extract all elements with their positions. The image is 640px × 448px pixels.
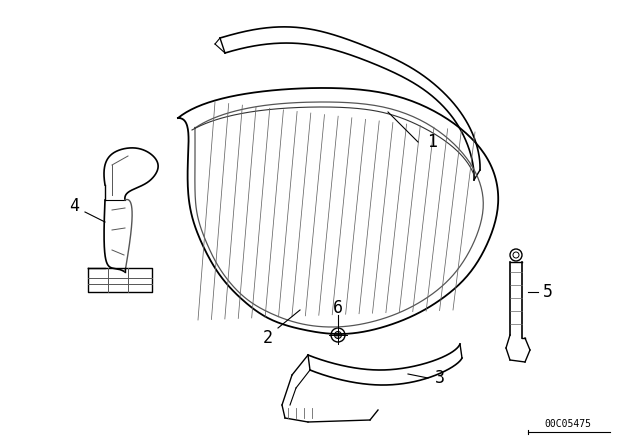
Text: 5: 5 xyxy=(543,283,553,301)
Text: 2: 2 xyxy=(263,329,273,347)
Text: 4: 4 xyxy=(69,197,79,215)
Circle shape xyxy=(335,332,342,339)
Text: 6: 6 xyxy=(333,299,343,317)
Text: 1: 1 xyxy=(427,133,437,151)
Text: 3: 3 xyxy=(435,369,445,387)
Text: 00C05475: 00C05475 xyxy=(545,419,591,429)
